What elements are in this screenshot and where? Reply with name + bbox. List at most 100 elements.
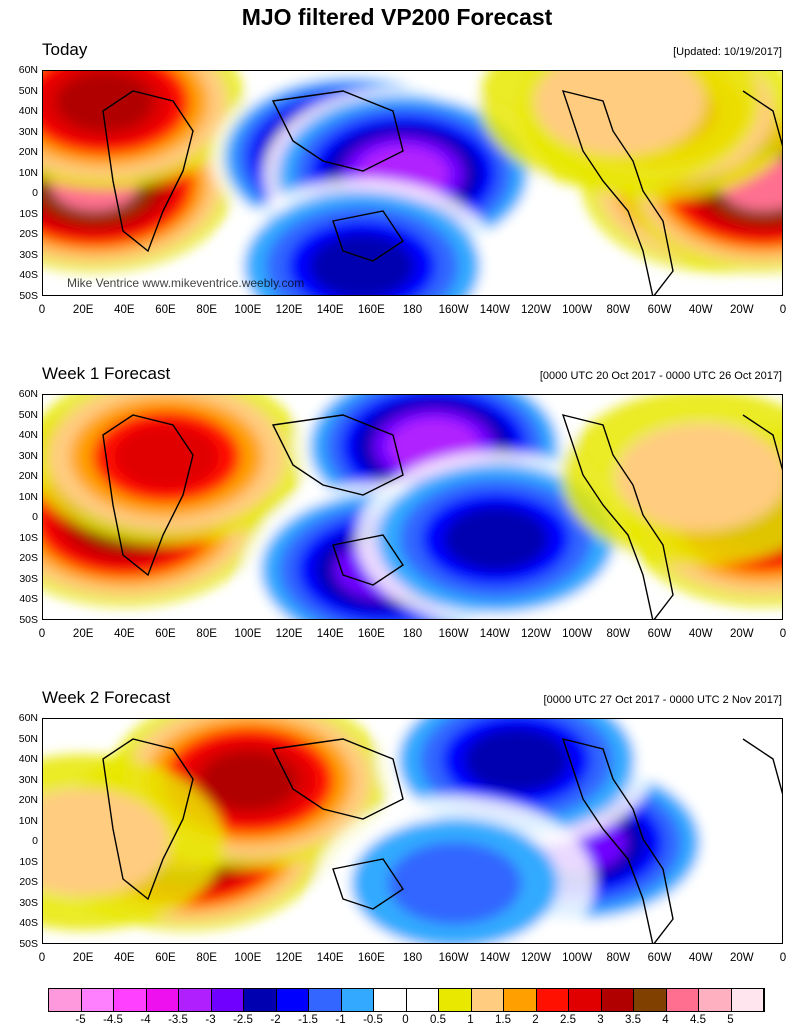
colorbar-swatch (666, 989, 699, 1011)
lat-tick-label: 40S (19, 593, 38, 606)
contour-level (200, 750, 298, 811)
lon-tick-label: 40E (114, 304, 135, 316)
contour-level (443, 506, 548, 571)
lon-tick-label: 140W (479, 952, 510, 964)
lon-tick-label: 100W (562, 952, 593, 964)
lon-tick-label: 120E (275, 952, 303, 964)
lon-tick-label: 80E (196, 304, 217, 316)
lon-tick-label: 80W (606, 628, 631, 640)
lat-tick-label: 60N (18, 388, 38, 400)
lon-tick-label: 60E (155, 952, 176, 964)
lat-tick-label: 10S (19, 531, 38, 544)
lon-tick-label: 160E (357, 952, 385, 964)
lon-tick-label: 40W (688, 304, 713, 316)
lat-tick-label: 20N (18, 470, 38, 483)
lon-tick-label: 100W (562, 628, 593, 640)
contour-map (43, 71, 782, 295)
lon-tick-label: 140W (479, 304, 510, 316)
lon-tick-label: 140W (479, 628, 510, 640)
lat-tick-label: 60N (18, 64, 38, 76)
colorbar-label: 1.5 (495, 1014, 511, 1026)
lat-tick-label: 0 (32, 187, 38, 200)
lat-tick-label: 30S (19, 896, 38, 909)
lon-tick-label: 160W (438, 952, 469, 964)
lon-tick-label: 120E (275, 628, 303, 640)
lon-tick-label: 120W (520, 628, 552, 640)
lat-tick-label: 20S (19, 876, 38, 889)
colorbar-swatch (146, 989, 179, 1011)
panel-date-range: [0000 UTC 20 Oct 2017 - 0000 UTC 26 Oct … (539, 370, 782, 382)
lat-tick-label: 50S (19, 938, 38, 950)
lat-tick-label: 20S (19, 552, 38, 565)
lon-tick-label: 80E (196, 952, 217, 964)
lat-tick-label: 10N (18, 814, 38, 827)
colorbar-swatch (439, 989, 472, 1011)
lon-tick-label: 100E (234, 952, 262, 964)
lon-tick-label: 0 (38, 628, 46, 640)
colorbar-label: -0.5 (363, 1014, 383, 1026)
lon-tick-label: 120W (520, 952, 552, 964)
lon-tick-label: 100W (562, 304, 593, 316)
panel-date-range: [0000 UTC 27 Oct 2017 - 0000 UTC 2 Nov 2… (543, 694, 782, 706)
colorbar-label: 4 (662, 1014, 669, 1026)
lon-tick-label: 160W (438, 304, 469, 316)
lon-tick-label: 160E (357, 304, 385, 316)
colorbar-label: 5 (727, 1014, 734, 1026)
colorbar-swatch (244, 989, 277, 1011)
contour-level (310, 234, 415, 295)
lat-tick-label: 50N (18, 408, 38, 421)
lon-tick-label: 20W (730, 952, 754, 964)
lat-tick-label: 10S (19, 207, 38, 220)
lat-tick-label: 10N (18, 166, 38, 179)
lat-tick-label: 10S (19, 855, 38, 868)
lon-tick-label: 120E (275, 304, 303, 316)
colorbar-swatch (406, 989, 439, 1011)
colorbar-label: -1 (335, 1014, 346, 1026)
lon-tick-label: 60E (155, 628, 176, 640)
coastline (561, 414, 674, 619)
lon-tick-label: 140E (316, 304, 344, 316)
contour-level (388, 842, 522, 925)
coastline (332, 858, 404, 910)
lat-tick-label: 30N (18, 449, 38, 462)
coastline (102, 738, 194, 901)
colorbar-swatch (569, 989, 602, 1011)
lon-tick-label: 60W (647, 304, 672, 316)
colorbar-label: -2.5 (233, 1014, 253, 1026)
panel-title: Week 1 Forecast (42, 364, 171, 383)
lat-tick-label: 40N (18, 429, 38, 442)
lat-tick-label: 40S (19, 269, 38, 282)
lon-tick-label: 20E (72, 628, 94, 640)
lat-tick-label: 10N (18, 490, 38, 503)
colorbar (48, 988, 765, 1012)
lat-tick-label: 50N (18, 732, 38, 745)
map-panel-1: Today [Updated: 10/19/2017] Mike Ventrice … (0, 40, 794, 342)
colorbar-label: 0.5 (430, 1014, 446, 1026)
lon-tick-label: 140E (316, 952, 344, 964)
lat-tick-label: 50S (19, 614, 38, 626)
colorbar-label: 2.5 (560, 1014, 576, 1026)
contour-level (114, 424, 219, 489)
lat-tick-label: 20N (18, 794, 38, 807)
colorbar-swatch (211, 989, 244, 1011)
coastline (561, 90, 674, 295)
contour-level (43, 789, 170, 896)
lat-tick-label: 40S (19, 917, 38, 930)
coastline (271, 414, 404, 496)
map-plot (42, 394, 783, 620)
coastline (561, 738, 674, 943)
lon-tick-label: 60W (647, 628, 672, 640)
lon-tick-label: 40E (114, 952, 135, 964)
colorbar-swatch (601, 989, 634, 1011)
colorbar-swatch (504, 989, 537, 1011)
lat-tick-label: 50S (19, 290, 38, 302)
colorbar-label: 3 (597, 1014, 604, 1026)
lon-tick-label: 0 (38, 304, 46, 316)
colorbar-swatch (731, 989, 764, 1011)
colorbar-label: -1.5 (298, 1014, 318, 1026)
lon-tick-label: 0 (779, 628, 787, 640)
lon-tick-label: 60E (155, 304, 176, 316)
colorbar-swatch (49, 989, 82, 1011)
panel-date-range: [Updated: 10/19/2017] (673, 46, 782, 58)
colorbar-swatch (634, 989, 667, 1011)
